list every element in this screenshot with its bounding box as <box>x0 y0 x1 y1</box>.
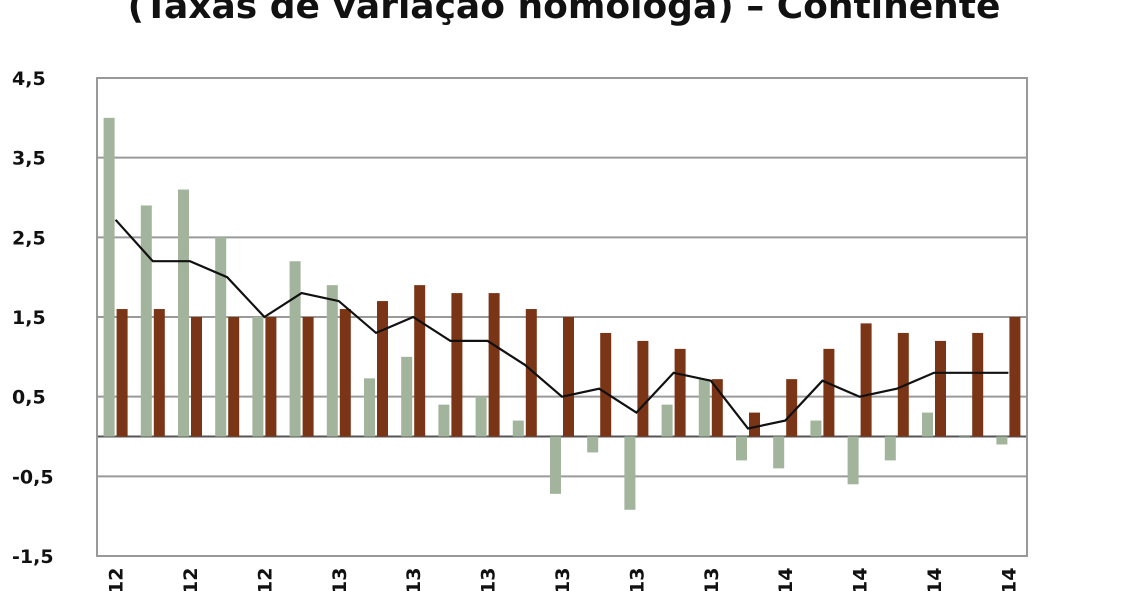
bar-series-1 <box>289 261 301 437</box>
bar-series-1 <box>140 205 152 437</box>
bar-series-2 <box>153 309 165 437</box>
bar-series-1 <box>215 237 227 437</box>
bar-series-2 <box>674 348 686 437</box>
x-tick-label: 13 <box>403 568 425 591</box>
bar-series-1 <box>624 436 636 510</box>
bar-series-2 <box>116 309 128 437</box>
bar-series-2 <box>525 309 537 437</box>
bar-series-2 <box>637 340 649 437</box>
bar-series-2 <box>600 332 612 437</box>
bar-series-1 <box>698 379 710 437</box>
bar-series-2 <box>897 332 909 437</box>
x-tick-label: 12 <box>180 568 202 591</box>
x-tick-label: 13 <box>329 568 351 591</box>
x-tick-label: 13 <box>478 568 500 591</box>
y-tick-label: -0,5 <box>12 466 54 488</box>
x-tick-label: 12 <box>106 568 128 591</box>
bar-series-2 <box>265 317 277 437</box>
bar-series-1 <box>103 117 115 437</box>
x-tick-label: 14 <box>850 568 872 591</box>
x-axis-ticks: 12 12 12 13 13 13 13 13 13 14 14 14 14 <box>106 568 1021 591</box>
x-tick-label: 13 <box>701 568 723 591</box>
bar-series-1 <box>736 436 747 461</box>
bar-series-1 <box>959 436 971 437</box>
bar-series-2 <box>302 317 314 437</box>
bar-series-2 <box>191 317 202 437</box>
x-tick-label: 14 <box>998 568 1020 591</box>
bar-series-2 <box>786 379 798 437</box>
bar-series-2 <box>860 323 872 437</box>
bar-series-1 <box>401 356 413 437</box>
bar-series-1 <box>773 436 785 469</box>
bar-series-2 <box>711 379 723 437</box>
line-series <box>114 219 1009 430</box>
bars <box>103 117 1021 510</box>
bar-series-2 <box>339 309 351 437</box>
x-tick-label: 14 <box>775 568 797 591</box>
y-axis-ticks: 4,5 3,5 2,5 1,5 0,5 -0,5 -1,5 <box>12 68 54 568</box>
bar-series-1 <box>884 436 896 461</box>
bar-series-1 <box>661 404 673 437</box>
bar-series-2 <box>972 332 984 437</box>
bar-series-2 <box>414 285 426 437</box>
x-tick-label: 14 <box>924 568 946 591</box>
bar-series-1 <box>252 317 264 437</box>
bar-series-1 <box>475 396 487 437</box>
bar-series-1 <box>847 436 859 485</box>
bar-series-1 <box>326 285 338 437</box>
bar-series-1 <box>512 420 524 437</box>
bar-series-2 <box>1009 317 1021 437</box>
bar-series-1 <box>364 378 375 437</box>
bar-series-2 <box>749 412 760 437</box>
bar-series-2 <box>935 340 946 437</box>
y-tick-label: 3,5 <box>12 148 46 170</box>
bar-series-1 <box>810 420 822 437</box>
bar-series-2 <box>451 293 463 437</box>
trend-line <box>114 219 1009 430</box>
y-tick-label: 2,5 <box>12 227 46 249</box>
bar-series-1 <box>550 436 561 494</box>
y-tick-label: 1,5 <box>12 307 46 329</box>
plot-frame <box>96 77 1028 557</box>
chart-title: (Taxas de variação homóloga) – Continent… <box>127 0 1001 27</box>
bar-series-2 <box>228 317 240 437</box>
y-tick-label: 0,5 <box>12 387 46 409</box>
y-tick-label: -1,5 <box>12 546 54 568</box>
bar-series-1 <box>178 189 189 437</box>
bar-series-1 <box>922 412 933 437</box>
x-tick-label: 13 <box>552 568 574 591</box>
x-tick-label: 13 <box>626 568 648 591</box>
bar-series-2 <box>488 293 500 437</box>
bar-series-1 <box>587 436 599 453</box>
x-tick-label: 12 <box>254 568 276 591</box>
bar-series-1 <box>996 436 1008 445</box>
bar-series-2 <box>377 301 388 437</box>
bar-series-1 <box>438 404 450 437</box>
bar-series-2 <box>563 317 574 437</box>
y-tick-label: 4,5 <box>12 68 46 90</box>
bar-series-2 <box>823 348 835 437</box>
